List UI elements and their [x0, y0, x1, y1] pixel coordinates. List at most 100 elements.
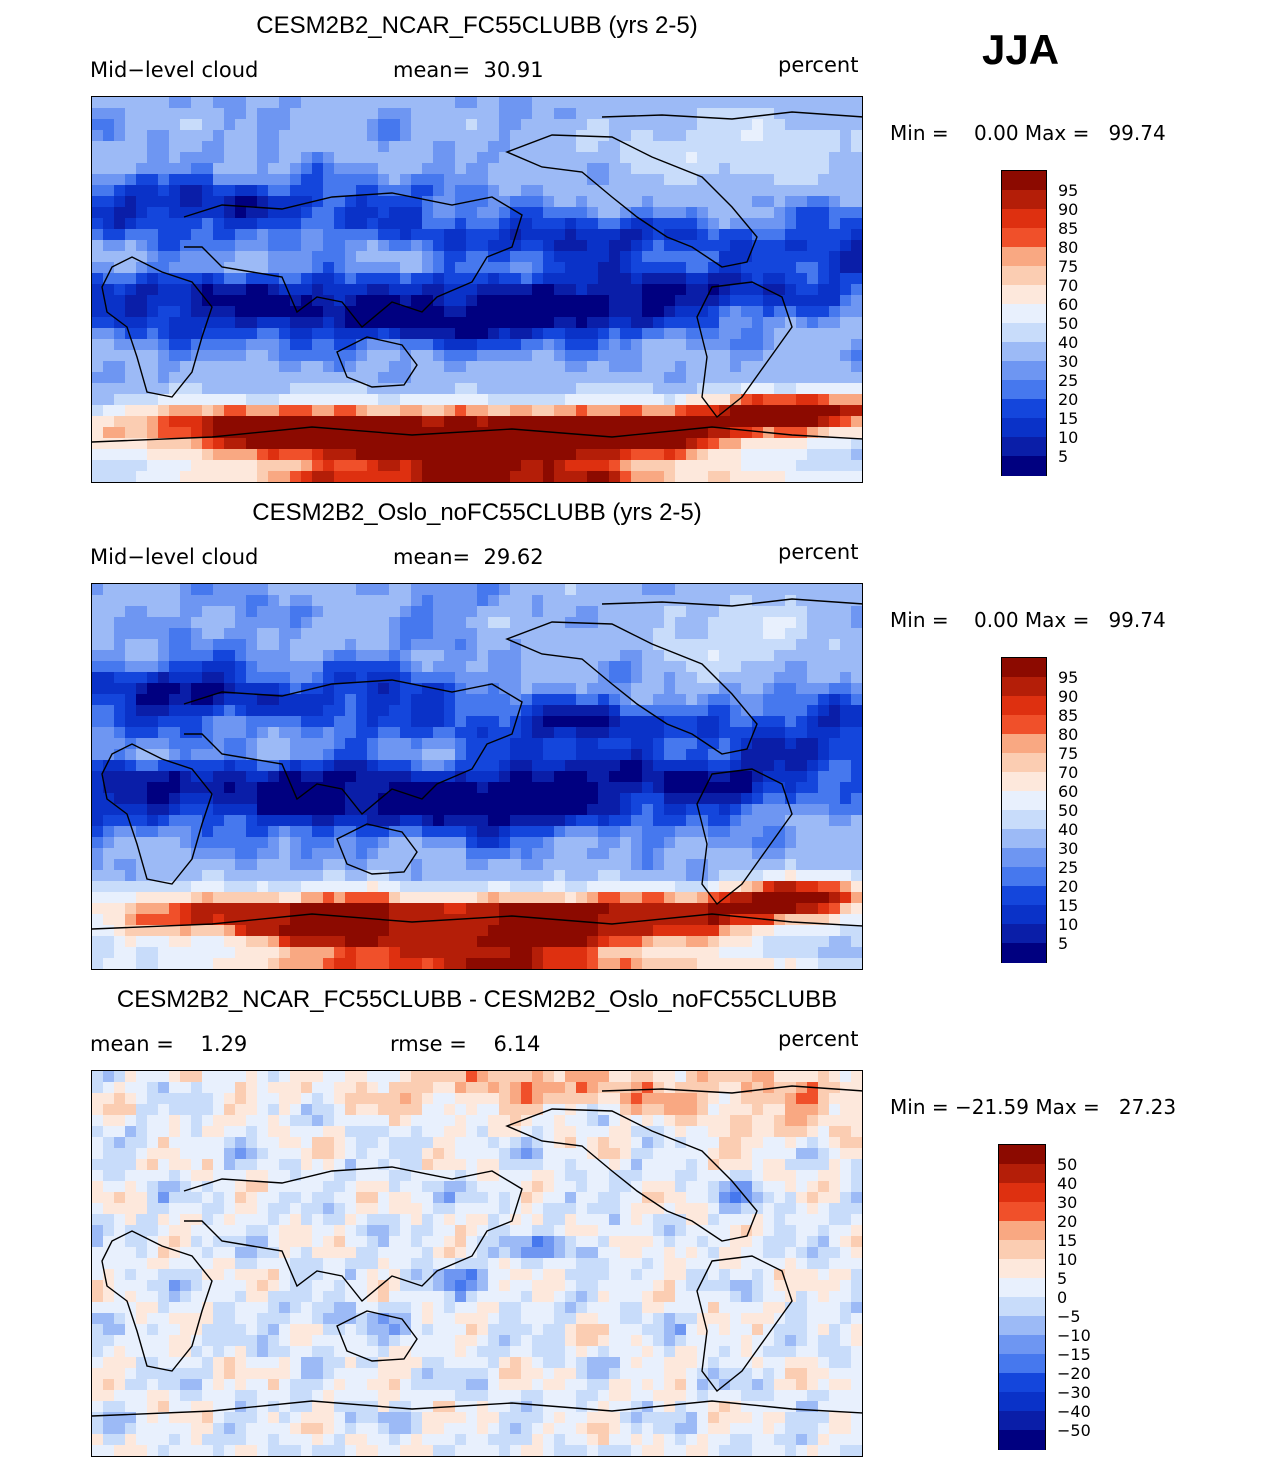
map-field-cell: [235, 705, 247, 717]
map-field-cell: [290, 826, 302, 838]
map-field-cell: [191, 229, 203, 241]
map-field-cell: [752, 394, 764, 406]
map-field-cell: [653, 405, 665, 417]
map-field-cell: [631, 672, 643, 684]
map-field-cell: [785, 482, 797, 483]
map-field-cell: [785, 240, 797, 252]
map-field-cell: [521, 482, 533, 483]
map-field-cell: [279, 606, 291, 618]
map-field-cell: [532, 218, 544, 230]
map-field-cell: [169, 284, 181, 296]
map-field-cell: [477, 694, 489, 706]
map-field-cell: [367, 672, 379, 684]
map-field-cell: [213, 262, 225, 274]
map-field-cell: [554, 584, 566, 596]
map-field-cell: [257, 350, 269, 362]
map-field-cell: [840, 815, 852, 827]
map-field-cell: [180, 738, 192, 750]
map-field-cell: [697, 716, 709, 728]
map-field-cell: [444, 328, 456, 340]
map-field-cell: [719, 218, 731, 230]
map-field-cell: [455, 262, 467, 274]
map-field-cell: [356, 361, 368, 373]
panel-1-variable-label: Mid−level cloud: [90, 58, 259, 82]
map-field-cell: [609, 295, 621, 307]
map-field-cell: [466, 870, 478, 882]
map-field-cell: [477, 683, 489, 695]
map-field-cell: [147, 273, 159, 285]
map-field-cell: [444, 881, 456, 893]
map-field-cell: [367, 936, 379, 948]
map-field-cell: [191, 449, 203, 461]
map-field-cell: [389, 262, 401, 274]
map-field-cell: [807, 914, 819, 926]
map-field-cell: [114, 705, 126, 717]
map-field-cell: [136, 350, 148, 362]
map-field-cell: [565, 782, 577, 794]
map-field-cell: [631, 650, 643, 662]
map-field-cell: [213, 273, 225, 285]
map-field-cell: [411, 394, 423, 406]
map-field-cell: [279, 716, 291, 728]
map-field-cell: [532, 848, 544, 860]
map-field-cell: [103, 870, 115, 882]
map-field-cell: [609, 584, 621, 596]
map-field-cell: [631, 738, 643, 750]
map-field-cell: [235, 760, 247, 772]
map-field-cell: [675, 815, 687, 827]
map-field-cell: [136, 460, 148, 472]
map-field-cell: [301, 815, 313, 827]
map-field-cell: [840, 427, 852, 439]
map-field-cell: [642, 394, 654, 406]
map-field-cell: [510, 914, 522, 926]
map-field-cell: [829, 716, 841, 728]
map-field-cell: [543, 449, 555, 461]
map-field-cell: [675, 936, 687, 948]
map-field-cell: [125, 848, 137, 860]
map-field-cell: [499, 881, 511, 893]
map-field-cell: [829, 262, 841, 274]
map-field-cell: [741, 639, 753, 651]
map-field-cell: [400, 317, 412, 329]
map-field-cell: [862, 405, 863, 417]
map-field-cell: [719, 881, 731, 893]
map-field-cell: [103, 892, 115, 904]
map-field-cell: [719, 97, 731, 109]
map-field-cell: [290, 639, 302, 651]
map-field-cell: [466, 185, 478, 197]
map-field-cell: [411, 306, 423, 318]
map-field-cell: [411, 361, 423, 373]
map-field-cell: [136, 471, 148, 482]
map-field-cell: [411, 661, 423, 673]
map-field-cell: [158, 460, 170, 472]
map-field-cell: [587, 584, 599, 596]
map-field-cell: [125, 130, 137, 142]
map-field-cell: [752, 881, 764, 893]
map-field-cell: [268, 947, 280, 959]
map-field-cell: [125, 97, 137, 109]
map-field-cell: [653, 738, 665, 750]
map-field-cell: [378, 804, 390, 816]
map-field-cell: [554, 350, 566, 362]
map-field-cell: [686, 771, 698, 783]
map-field-cell: [510, 826, 522, 838]
map-field-cell: [554, 482, 566, 483]
map-field-cell: [730, 892, 742, 904]
map-field-cell: [224, 284, 236, 296]
map-field-cell: [554, 903, 566, 915]
map-field-cell: [532, 903, 544, 915]
map-field-cell: [631, 460, 643, 472]
map-field-cell: [444, 760, 456, 772]
map-field-cell: [279, 284, 291, 296]
map-field-cell: [510, 119, 522, 131]
map-field-cell: [851, 782, 862, 794]
map-field-cell: [620, 716, 632, 728]
map-field-cell: [565, 438, 577, 450]
map-field-cell: [840, 903, 852, 915]
map-field-cell: [213, 449, 225, 461]
map-field-cell: [455, 361, 467, 373]
map-field-cell: [257, 383, 269, 395]
map-field-cell: [565, 639, 577, 651]
map-field-cell: [796, 694, 808, 706]
map-field-cell: [653, 218, 665, 230]
